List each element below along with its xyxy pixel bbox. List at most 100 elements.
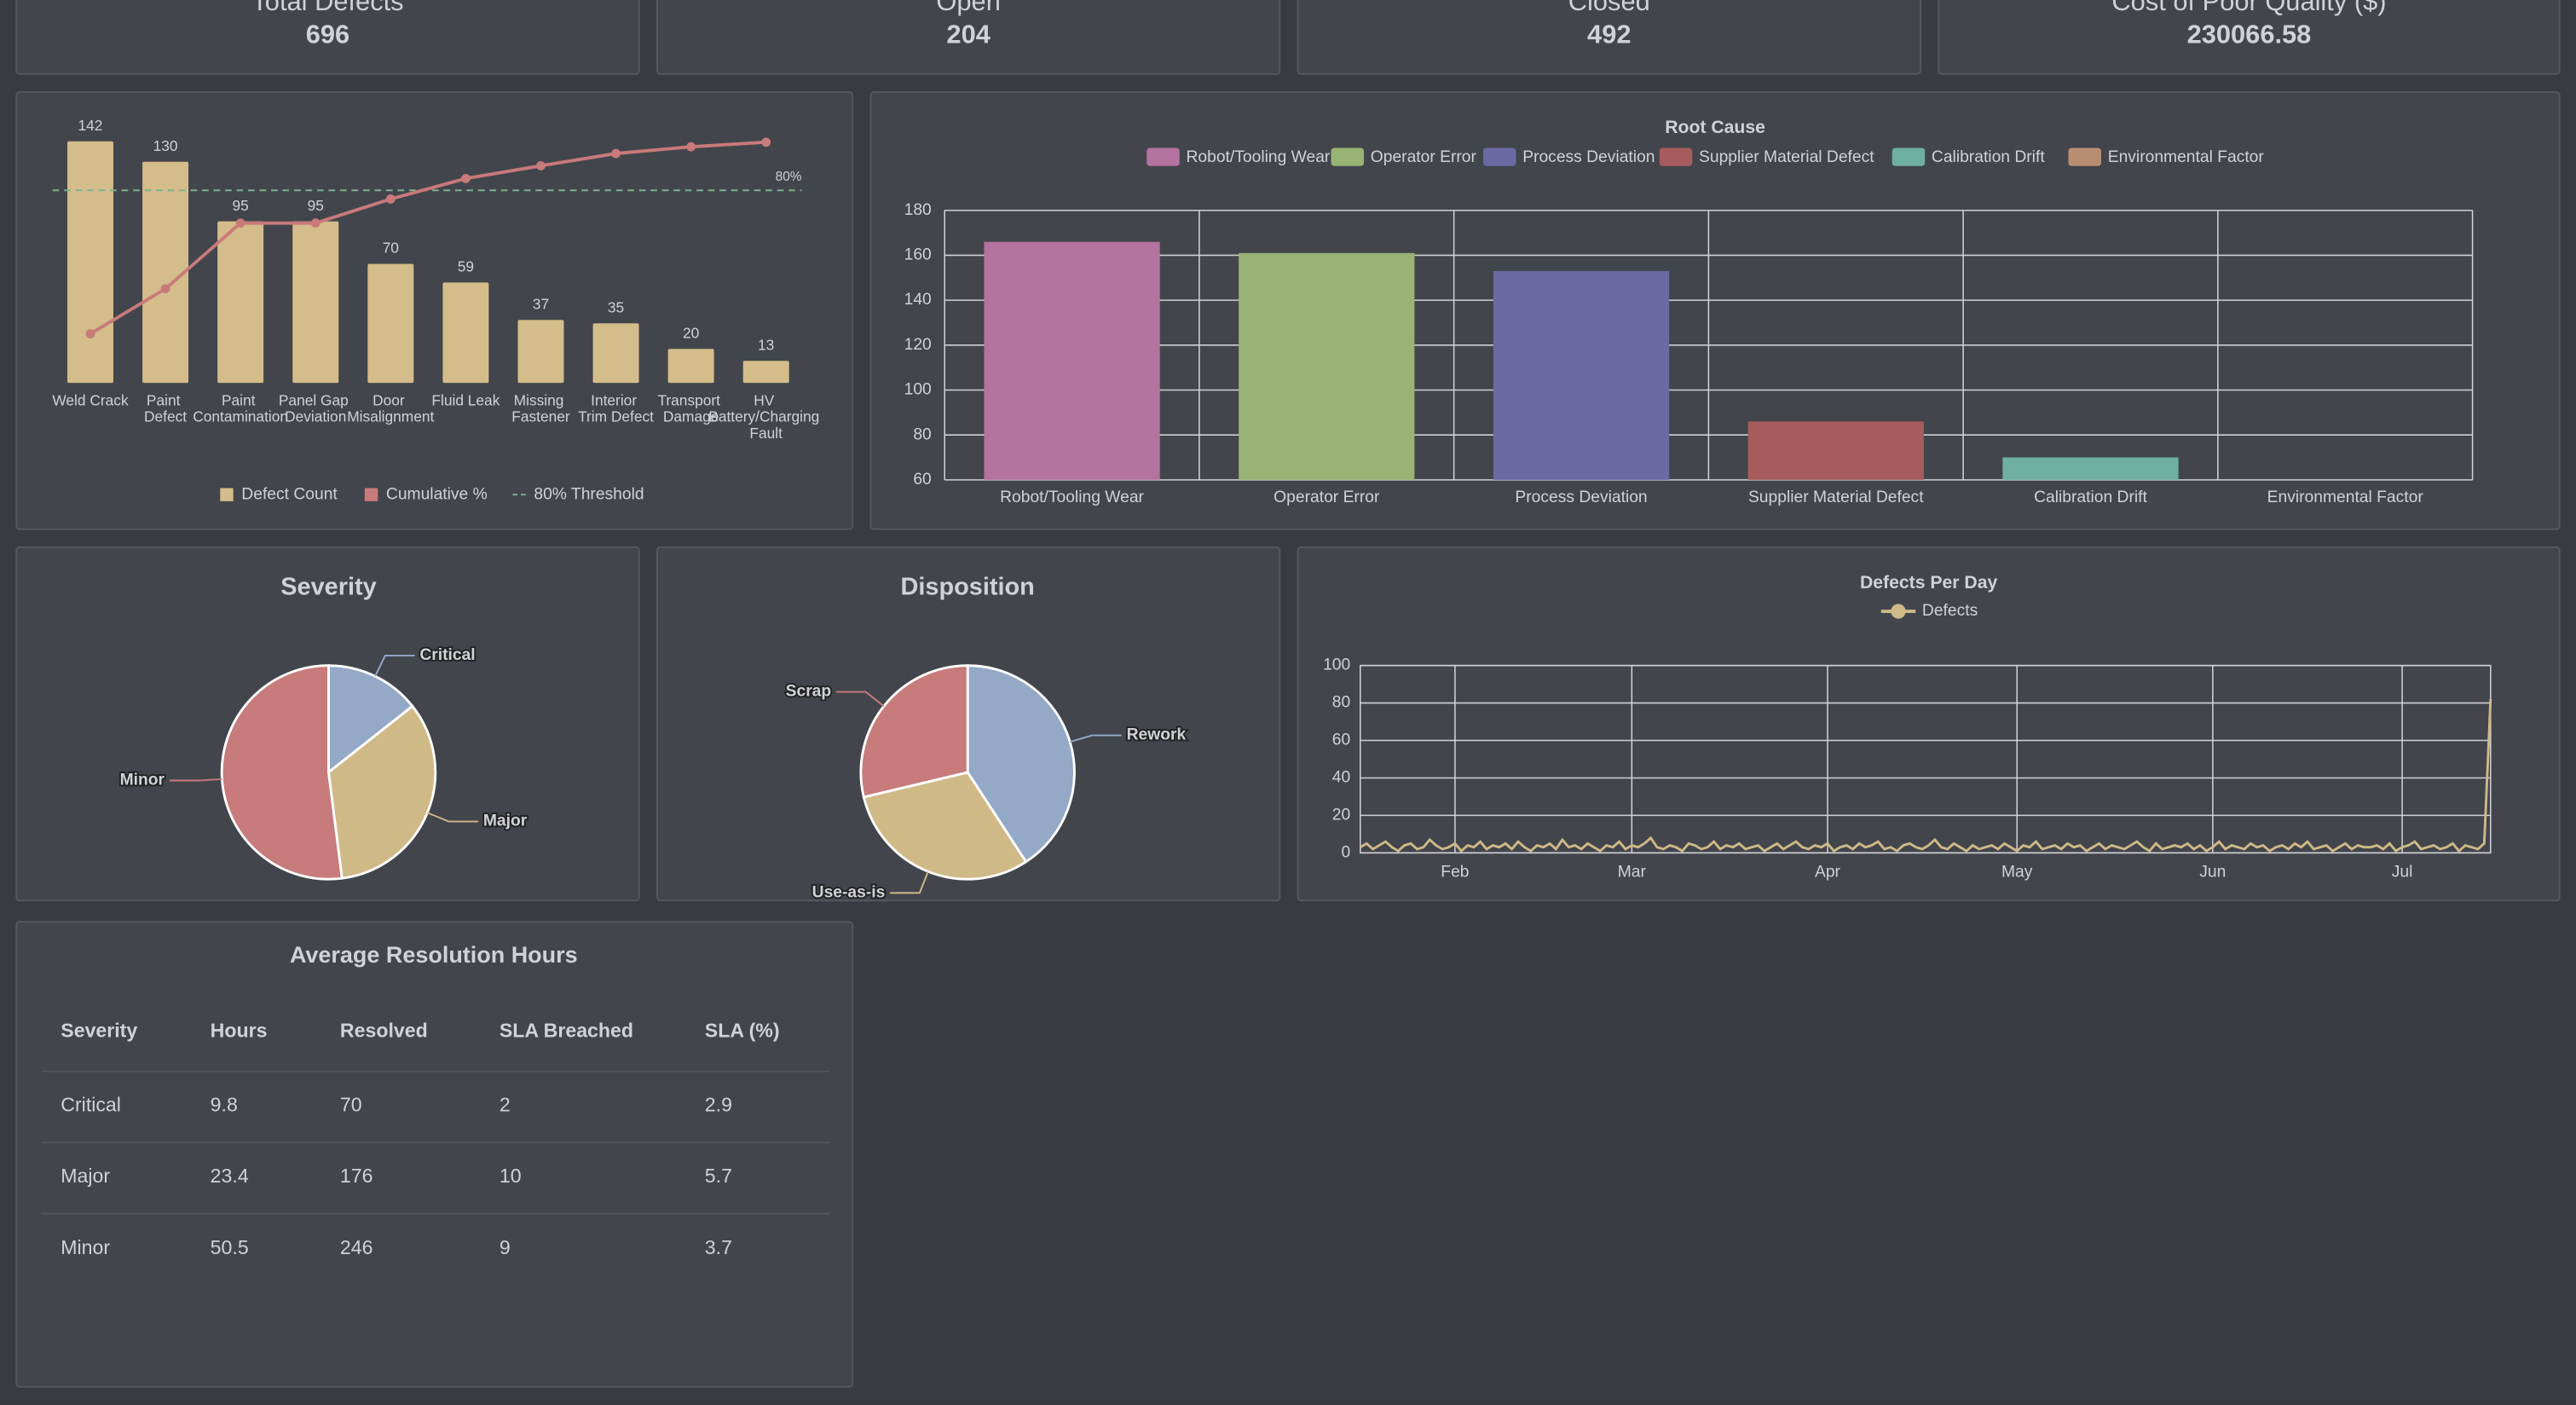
bar [367, 263, 414, 384]
table-cell: 9.8 [211, 1093, 238, 1115]
x-tick-label: Operator Error [1274, 489, 1380, 506]
table-header: Resolved [340, 1020, 428, 1042]
data-label: 37 [533, 296, 549, 313]
slice-label: Scrap [786, 683, 832, 701]
cumulative-point [85, 329, 95, 338]
y-tick-label: 140 [904, 291, 932, 309]
legend-swatch [1659, 147, 1693, 166]
kpi-label: Cost of Poor Quality ($) [2111, 0, 2386, 16]
x-tick-label: Environmental Factor [2267, 489, 2424, 506]
x-tick-label: Process Deviation [1515, 489, 1647, 506]
slice-label: Rework [1127, 726, 1187, 744]
data-label: 35 [608, 299, 624, 316]
chart-title: Root Cause [1665, 118, 1765, 137]
cumulative-point [761, 137, 771, 147]
kpi-card [1938, 0, 2561, 75]
table-cell: 23.4 [211, 1165, 249, 1187]
data-label: 70 [383, 240, 399, 257]
y-tick-label: 60 [1332, 731, 1350, 749]
bar [667, 349, 714, 384]
chart-title: Disposition [901, 574, 1035, 601]
bar [67, 141, 113, 384]
cumulative-point [160, 284, 170, 294]
kpi-value: 204 [946, 20, 990, 49]
legend-swatch [1892, 147, 1926, 166]
table-header: SLA Breached [500, 1020, 633, 1042]
legend-label: Process Deviation [1522, 148, 1655, 166]
table-cell: 70 [340, 1093, 362, 1115]
legend-label: 80% Threshold [534, 485, 644, 503]
kpi-label: Total Defects [251, 0, 403, 16]
bar [1493, 270, 1670, 480]
table-cell: 50.5 [211, 1236, 249, 1258]
pie-slice [220, 664, 344, 881]
table-cell: 9 [500, 1236, 511, 1258]
table-title: Average Resolution Hours [290, 942, 578, 968]
x-tick-label: Paint Contamination [193, 391, 288, 425]
kpi-value: 230066.58 [2187, 20, 2312, 49]
y-tick-label: 40 [1332, 769, 1350, 787]
bar [142, 161, 189, 384]
pie-slice [859, 664, 969, 799]
x-tick-label: May [2001, 864, 2033, 882]
data-label: 13 [758, 336, 774, 353]
data-label: 95 [233, 197, 249, 214]
legend-label: Robot/Tooling Wear [1187, 148, 1331, 166]
y-tick-label: 0 [1342, 843, 1351, 861]
table-cell: 246 [340, 1236, 373, 1258]
slice-label: Use-as-is [812, 883, 886, 901]
cumulative-point [536, 161, 546, 171]
x-tick-label: Jul [2392, 864, 2413, 882]
bar [1239, 252, 1415, 480]
y-tick-label: 160 [904, 246, 932, 264]
x-tick-label: Interior Trim Defect [578, 391, 654, 425]
slice-label: Critical [419, 646, 475, 664]
legend-swatch [1331, 147, 1365, 166]
table-cell: 10 [500, 1165, 522, 1187]
legend-label: Calibration Drift [1932, 148, 2045, 166]
y-tick-label: 100 [904, 381, 932, 399]
kpi-value: 696 [306, 20, 349, 49]
x-tick-label: Panel Gap Deviation [279, 391, 353, 425]
pie-slice [327, 664, 414, 775]
bar [742, 361, 789, 384]
bar [592, 323, 639, 384]
y-tick-label: 20 [1332, 806, 1350, 824]
y-tick-label: 80 [1332, 694, 1350, 712]
legend-label: Defect Count [241, 485, 338, 503]
slice-label: Minor [120, 772, 165, 789]
kpi-card [656, 0, 1281, 75]
leader-line [374, 654, 415, 677]
x-tick-label: Missing Fastener [511, 391, 570, 425]
legend-label: Supplier Material Defect [1699, 148, 1874, 166]
x-tick-label: Paint Defect [144, 391, 187, 425]
bar [217, 221, 264, 384]
x-tick-label: Weld Crack [52, 391, 129, 408]
legend-swatch [2068, 147, 2102, 166]
kpi-value: 492 [1587, 20, 1631, 49]
kpi-label: Closed [1568, 0, 1650, 16]
data-line [1360, 699, 2492, 853]
table-header: SLA (%) [705, 1020, 780, 1042]
table-cell: 3.7 [705, 1236, 732, 1258]
table-card [15, 921, 854, 1388]
cumulative-point [686, 142, 696, 152]
legend-label: Operator Error [1371, 148, 1477, 166]
slice-label: Major [483, 812, 528, 830]
pareto-card [15, 91, 854, 530]
cumulative-point [460, 174, 471, 183]
legend-swatch [1146, 147, 1180, 166]
data-label: 130 [153, 137, 178, 154]
x-tick-label: Door Misalignment [347, 391, 434, 425]
chart-title: Defects Per Day [1860, 573, 1998, 593]
table-header: Hours [211, 1020, 268, 1042]
table-cell: Critical [61, 1093, 121, 1115]
table-cell: 5.7 [705, 1165, 732, 1187]
y-tick-label: 100 [1323, 656, 1350, 674]
kpi-card [1297, 0, 1921, 75]
cumulative-point [235, 218, 245, 228]
table-cell: 2 [500, 1093, 511, 1115]
bar [292, 221, 339, 384]
leader-line [835, 691, 885, 708]
